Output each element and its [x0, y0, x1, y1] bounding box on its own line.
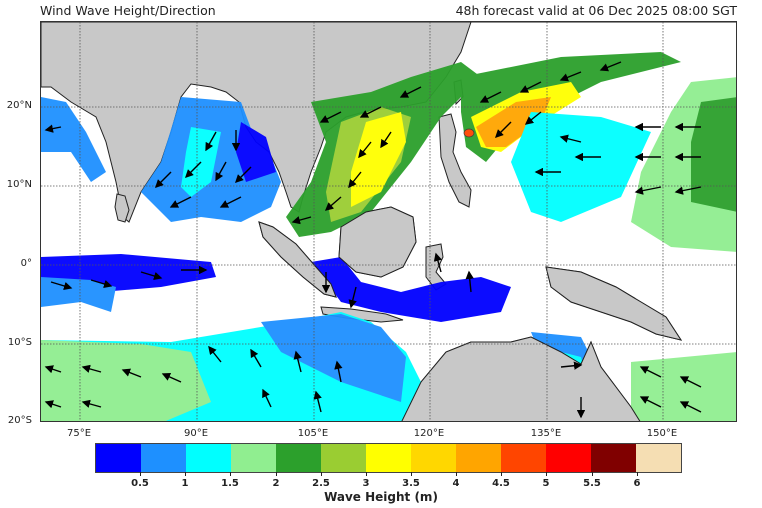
colorbar-segment — [141, 444, 186, 472]
colorbar-tick-label: 4.5 — [492, 478, 510, 489]
lat-label-20n: 20°N — [6, 100, 32, 111]
colorbar-tick-label: 2.5 — [312, 478, 330, 489]
colorbar-tick-mark — [276, 472, 277, 476]
colorbar-segment — [456, 444, 501, 472]
colorbar-tick-mark — [637, 472, 638, 476]
wave-height-colorbar — [95, 443, 682, 473]
colorbar-segment — [231, 444, 276, 472]
gridlines — [41, 22, 736, 421]
colorbar-label: Wave Height (m) — [324, 490, 438, 504]
colorbar-tick-label: 1.5 — [221, 478, 239, 489]
colorbar-tick-mark — [592, 472, 593, 476]
lon-label-120e: 120°E — [413, 428, 445, 439]
lat-label-0: 0° — [20, 258, 32, 269]
colorbar-segment — [546, 444, 591, 472]
lon-label-135e: 135°E — [530, 428, 562, 439]
lon-label-90e: 90°E — [183, 428, 209, 439]
colorbar-segment — [591, 444, 636, 472]
colorbar-segment — [186, 444, 231, 472]
colorbar-tick-label: 3 — [362, 478, 370, 489]
colorbar-tick-mark — [456, 472, 457, 476]
colorbar-tick-mark — [185, 472, 186, 476]
colorbar-segment — [366, 444, 411, 472]
colorbar-tick-label: 5.5 — [583, 478, 601, 489]
lon-label-105e: 105°E — [297, 428, 329, 439]
colorbar-segment — [96, 444, 141, 472]
colorbar-tick-label: 0.5 — [131, 478, 149, 489]
map-title: Wind Wave Height/Direction — [40, 3, 216, 18]
colorbar-tick-mark — [140, 472, 141, 476]
lon-label-150e: 150°E — [646, 428, 678, 439]
colorbar-segment — [321, 444, 366, 472]
colorbar-tick-label: 5 — [542, 478, 550, 489]
colorbar-segment — [501, 444, 546, 472]
lat-label-20s: 20°S — [7, 415, 32, 426]
colorbar-tick-mark — [321, 472, 322, 476]
colorbar-tick-label: 2 — [272, 478, 280, 489]
map-canvas — [41, 22, 736, 421]
colorbar-tick-label: 1 — [181, 478, 189, 489]
colorbar-tick-mark — [501, 472, 502, 476]
colorbar-tick-mark — [546, 472, 547, 476]
colorbar-tick-label: 6 — [633, 478, 641, 489]
colorbar-segment — [276, 444, 321, 472]
colorbar-tick-label: 3.5 — [402, 478, 420, 489]
colorbar-tick-label: 4 — [452, 478, 460, 489]
lon-label-75e: 75°E — [66, 428, 92, 439]
colorbar-tick-mark — [366, 472, 367, 476]
lat-label-10n: 10°N — [6, 179, 32, 190]
lat-label-10s: 10°S — [7, 337, 32, 348]
colorbar-tick-mark — [411, 472, 412, 476]
wave-direction-arrows — [44, 61, 702, 419]
forecast-valid-time: 48h forecast valid at 06 Dec 2025 08:00 … — [455, 3, 737, 18]
wave-height-map — [40, 21, 737, 422]
colorbar-segment — [636, 444, 681, 472]
colorbar-segment — [411, 444, 456, 472]
colorbar-tick-mark — [230, 472, 231, 476]
